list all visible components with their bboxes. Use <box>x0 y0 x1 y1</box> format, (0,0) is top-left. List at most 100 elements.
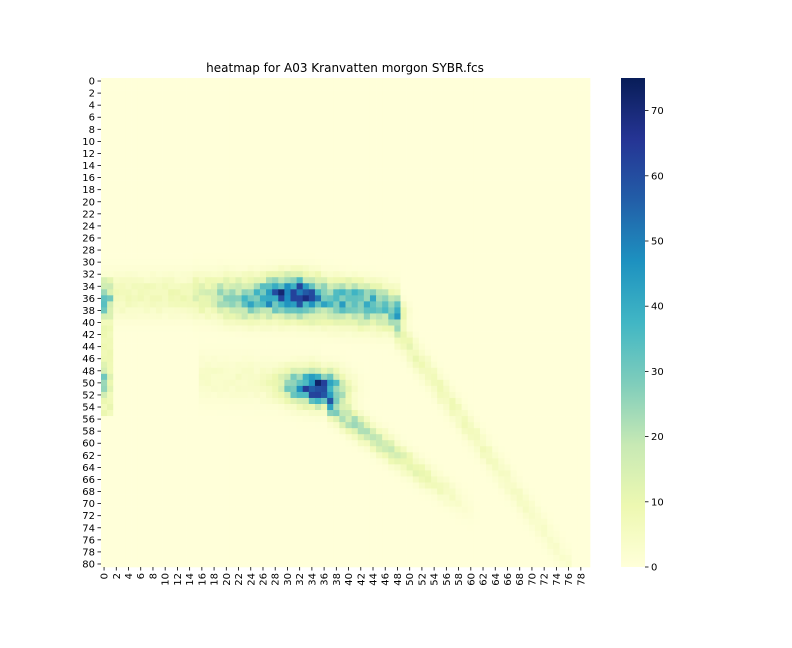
heatmap-cell <box>473 198 481 206</box>
heatmap-cell <box>528 313 536 320</box>
heatmap-cell <box>363 108 371 115</box>
heatmap-cell <box>211 337 218 344</box>
heatmap-cell <box>241 132 249 139</box>
heatmap-cell <box>162 295 169 302</box>
heatmap-cell <box>376 385 383 393</box>
heatmap-cell <box>388 301 395 308</box>
heatmap-cell <box>376 379 383 387</box>
heatmap-cell <box>168 90 175 97</box>
heatmap-cell <box>583 307 591 314</box>
heatmap-cell <box>162 397 169 405</box>
heatmap-cell <box>406 192 414 200</box>
heatmap-cell <box>412 313 420 320</box>
heatmap-cell <box>418 216 426 224</box>
heatmap-cell <box>186 204 194 212</box>
heatmap-cell <box>223 259 230 266</box>
heatmap-cell <box>492 385 499 393</box>
heatmap-cell <box>376 422 383 429</box>
heatmap-cell <box>577 90 585 97</box>
heatmap-cell <box>211 120 218 127</box>
heatmap-cell <box>541 373 548 381</box>
heatmap-cell <box>467 337 475 344</box>
heatmap-cell <box>113 180 120 188</box>
heatmap-cell <box>369 78 377 85</box>
heatmap-cell <box>498 102 505 109</box>
heatmap-cell <box>284 234 291 242</box>
heatmap-cell <box>412 168 420 175</box>
heatmap-cell <box>143 307 151 314</box>
heatmap-cell <box>461 410 469 417</box>
heatmap-cell <box>113 385 120 393</box>
heatmap-cell <box>290 265 297 272</box>
heatmap-cell <box>333 150 340 157</box>
heatmap-cell <box>473 428 481 435</box>
heatmap-cell <box>211 228 218 236</box>
heatmap-cell <box>424 385 432 393</box>
heatmap-cell <box>217 216 224 224</box>
heatmap-cell <box>247 422 255 429</box>
heatmap-cell <box>198 150 206 157</box>
heatmap-cell <box>180 355 187 363</box>
heatmap-cell <box>473 319 481 326</box>
heatmap-cell <box>388 265 395 272</box>
heatmap-cell <box>577 422 585 429</box>
heatmap-cell <box>443 416 450 423</box>
heatmap-cell <box>211 186 218 194</box>
heatmap-cell <box>473 204 481 212</box>
heatmap-cell <box>290 222 297 230</box>
heatmap-cell <box>302 397 310 405</box>
heatmap-cell <box>461 78 469 85</box>
heatmap-cell <box>455 138 462 145</box>
heatmap-cell <box>345 234 352 242</box>
heatmap-cell <box>223 192 230 200</box>
heatmap-cell <box>204 337 212 344</box>
heatmap-cell <box>321 313 328 320</box>
heatmap-cell <box>119 120 126 127</box>
heatmap-cell <box>565 428 573 435</box>
heatmap-cell <box>266 271 273 278</box>
heatmap-cell <box>431 90 438 97</box>
heatmap-cell <box>339 325 346 332</box>
heatmap-cell <box>333 434 340 441</box>
heatmap-cell <box>278 247 285 254</box>
heatmap-cell <box>259 234 267 242</box>
heatmap-cell <box>223 283 230 290</box>
heatmap-cell <box>486 331 493 338</box>
heatmap-cell <box>327 168 334 175</box>
heatmap-cell <box>168 241 175 248</box>
heatmap-cell <box>192 319 200 326</box>
heatmap-cell <box>528 367 536 375</box>
heatmap-cell <box>431 325 438 332</box>
heatmap-cell <box>382 295 389 302</box>
heatmap-cell <box>583 198 591 206</box>
heatmap-cell <box>449 265 456 272</box>
heatmap-cell <box>204 325 212 332</box>
heatmap-cell <box>314 289 322 296</box>
heatmap-cell <box>376 228 383 236</box>
heatmap-cell <box>363 319 371 326</box>
heatmap-cell <box>388 126 395 133</box>
heatmap-cell <box>192 434 200 441</box>
heatmap-cell <box>174 114 181 121</box>
heatmap-cell <box>473 367 481 375</box>
heatmap-cell <box>308 301 316 308</box>
heatmap-cell <box>394 361 401 369</box>
heatmap-cell <box>418 120 426 127</box>
heatmap-cell <box>553 379 560 387</box>
heatmap-cell <box>137 84 145 91</box>
heatmap-cell <box>186 120 194 127</box>
heatmap-cell <box>345 422 352 429</box>
heatmap-cell <box>431 410 438 417</box>
heatmap-cell <box>101 422 108 429</box>
heatmap-cell <box>406 325 414 332</box>
heatmap-cell <box>406 174 414 181</box>
heatmap-cell <box>406 355 414 363</box>
heatmap-cell <box>418 434 426 441</box>
heatmap-cell <box>339 385 346 393</box>
heatmap-cell <box>241 84 249 91</box>
heatmap-cell <box>369 277 377 284</box>
heatmap-cell <box>553 96 560 103</box>
heatmap-cell <box>272 289 279 296</box>
heatmap-cell <box>119 307 126 314</box>
heatmap-cell <box>583 416 591 423</box>
